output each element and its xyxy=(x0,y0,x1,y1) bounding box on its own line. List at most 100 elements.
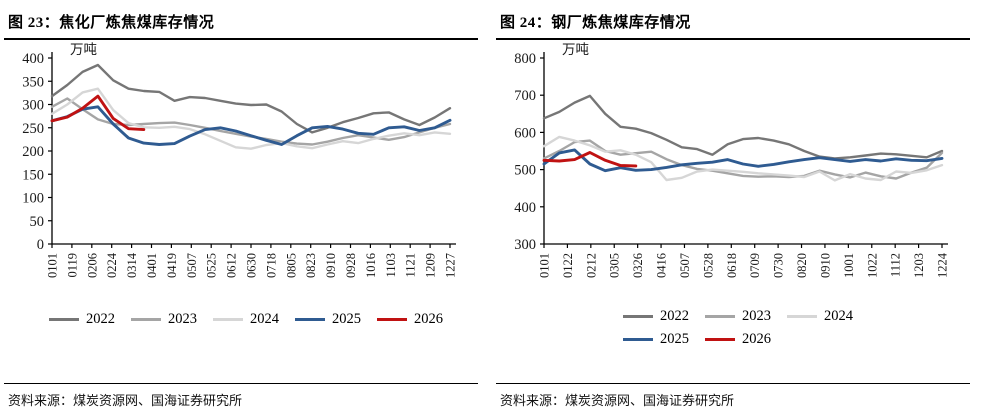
legend-swatch-2024 xyxy=(787,315,817,318)
x-axis-tick-label: 1001 xyxy=(842,253,856,278)
x-axis-tick-label: 0805 xyxy=(284,253,298,278)
legend-label-2026: 2026 xyxy=(742,331,771,347)
legend-row: 2022 2023 2024 2025 2026 xyxy=(41,311,451,328)
x-axis-tick-label: 1209 xyxy=(424,253,438,278)
legend-rows: 2022 2023 2024 2025 2026 xyxy=(615,308,861,354)
legend-item-2026: 2026 xyxy=(377,311,443,328)
x-axis-tick-label: 0618 xyxy=(725,253,739,278)
series-line-2024 xyxy=(50,87,452,150)
legend-label-2025: 2025 xyxy=(660,331,689,347)
legend-swatch-2024 xyxy=(213,318,243,321)
legend-label-2025: 2025 xyxy=(332,311,361,327)
legend-item-2023: 2023 xyxy=(131,311,197,328)
x-axis-tick-label: 1203 xyxy=(912,253,926,278)
series-line-2022 xyxy=(542,94,944,160)
x-axis-tick-label: 0718 xyxy=(264,253,278,278)
x-axis-tick-label: 0528 xyxy=(701,253,715,278)
x-axis-tick-label: 0820 xyxy=(795,253,809,278)
source-text: 资料来源：煤炭资源网、国海证券研究所 xyxy=(8,393,243,408)
legend-label-2023: 2023 xyxy=(742,308,771,324)
chart-canvas: 800 700 600 500 400 300 万吨 0101 0122 0212 0305 0326… xyxy=(514,42,949,278)
legend-item-2022: 2022 xyxy=(623,308,689,325)
legend-item-2025: 2025 xyxy=(623,331,689,348)
x-axis-tick-label: 0709 xyxy=(748,253,762,278)
series-line-2026 xyxy=(50,94,146,132)
legend-swatch-2025 xyxy=(295,318,325,321)
legend-rows: 2022 2023 2024 2025 2026 xyxy=(41,311,451,334)
x-axis-tick-label: 0416 xyxy=(655,253,669,278)
x-axis-tick-label: 1103 xyxy=(384,253,398,278)
legend-item-2025: 2025 xyxy=(295,311,361,328)
x-axis-tick-label: 0212 xyxy=(584,253,598,278)
figure-24-title: 图 24：钢厂炼焦煤库存情况 xyxy=(496,6,970,40)
y-axis-tick-label: 50 xyxy=(30,214,45,230)
x-axis-tick-label: 0419 xyxy=(165,253,179,278)
x-axis-tick-label: 0928 xyxy=(344,253,358,278)
x-axis-tick-label: 0730 xyxy=(772,253,786,278)
legend-swatch-2022 xyxy=(623,315,653,318)
legend-label-2024: 2024 xyxy=(250,311,279,327)
legend-row: 2025 2026 xyxy=(615,331,861,348)
x-axis-tick-label: 0305 xyxy=(608,253,622,278)
steel-mill-inventory-chart-area: 800 700 600 500 400 300 万吨 0101 0122 0212 0305 0326… xyxy=(492,42,984,354)
x-axis-tick-label: 0224 xyxy=(105,252,119,278)
x-axis-tick-label: 0101 xyxy=(538,253,552,278)
x-axis-tick-label: 1227 xyxy=(444,253,458,278)
coking-plant-inventory-chart: 400 350 300 250 200 150 100 50 0 万吨 0101 0119 0206 02… xyxy=(0,42,492,304)
x-axis-tick-label: 0630 xyxy=(245,253,259,278)
y-axis-tick-label: 100 xyxy=(22,191,44,207)
figure-23-source-note: 资料来源：煤炭资源网、国海证券研究所 xyxy=(4,383,478,418)
legend-item-2026: 2026 xyxy=(705,331,771,348)
legend-swatch-2022 xyxy=(49,318,79,321)
legend-label-2022: 2022 xyxy=(86,311,115,327)
x-axis-tick-label: 1121 xyxy=(404,253,418,278)
axis-unit-label: 万吨 xyxy=(70,42,97,57)
legend-row: 2022 2023 2024 xyxy=(615,308,861,325)
series-line-2022 xyxy=(50,63,452,134)
x-axis-tick-label: 0119 xyxy=(65,253,79,278)
steel-mill-inventory-chart: 800 700 600 500 400 300 万吨 0101 0122 0212 0305 0326… xyxy=(492,42,984,304)
x-axis-tick-label: 0326 xyxy=(631,253,645,278)
figure-24-source-note: 资料来源：煤炭资源网、国海证券研究所 xyxy=(496,383,970,418)
series-line-2025 xyxy=(542,148,944,173)
x-axis-tick-label: 0206 xyxy=(85,253,99,278)
figure-24: 图 24：钢厂炼焦煤库存情况 800 700 600 500 400 300 万吨 0101 0… xyxy=(492,0,984,418)
x-axis-tick-label: 0101 xyxy=(46,253,60,278)
legend-swatch-2026 xyxy=(705,338,735,341)
legend-item-2024: 2024 xyxy=(213,311,279,328)
y-axis-tick-label: 700 xyxy=(514,88,536,104)
y-axis-tick-label: 250 xyxy=(22,121,44,137)
y-axis-tick-label: 150 xyxy=(22,167,44,183)
x-axis-tick-label: 0122 xyxy=(561,253,575,278)
figure-23-legend: 2022 2023 2024 2025 2026 xyxy=(0,308,492,334)
series-line-2025 xyxy=(50,105,452,146)
legend-swatch-2025 xyxy=(623,338,653,341)
figure-24-legend: 2022 2023 2024 2025 2026 xyxy=(492,308,984,354)
chart-canvas: 400 350 300 250 200 150 100 50 0 万吨 0101 0119 0206 02… xyxy=(22,42,458,278)
legend-label-2024: 2024 xyxy=(824,308,853,324)
x-axis-tick-label: 0401 xyxy=(145,253,159,278)
source-text: 资料来源：煤炭资源网、国海证券研究所 xyxy=(500,393,735,408)
y-axis-tick-label: 300 xyxy=(514,237,536,253)
x-axis-tick-label: 1016 xyxy=(364,253,378,278)
y-axis-tick-label: 400 xyxy=(514,200,536,216)
legend-swatch-2026 xyxy=(377,318,407,321)
legend-swatch-2023 xyxy=(131,318,161,321)
y-axis-tick-label: 500 xyxy=(514,163,536,179)
y-axis-tick-label: 350 xyxy=(22,74,44,90)
figure-23-title: 图 23：焦化厂炼焦煤库存情况 xyxy=(4,6,478,40)
x-axis-tick-label: 0823 xyxy=(304,253,318,278)
coking-plant-inventory-chart-area: 400 350 300 250 200 150 100 50 0 万吨 0101 0119 0206 02… xyxy=(0,42,492,334)
series-line-2024 xyxy=(542,135,944,182)
y-axis-tick-label: 400 xyxy=(22,51,44,67)
legend-label-2023: 2023 xyxy=(168,311,197,327)
x-axis-tick-label: 0507 xyxy=(678,253,692,278)
x-axis-tick-label: 0910 xyxy=(324,253,338,278)
x-axis-tick-label: 1022 xyxy=(865,253,879,278)
legend-item-2024: 2024 xyxy=(787,308,853,325)
legend-label-2022: 2022 xyxy=(660,308,689,324)
legend-item-2022: 2022 xyxy=(49,311,115,328)
series-line-2026 xyxy=(542,151,638,168)
y-axis-tick-label: 600 xyxy=(514,125,536,141)
